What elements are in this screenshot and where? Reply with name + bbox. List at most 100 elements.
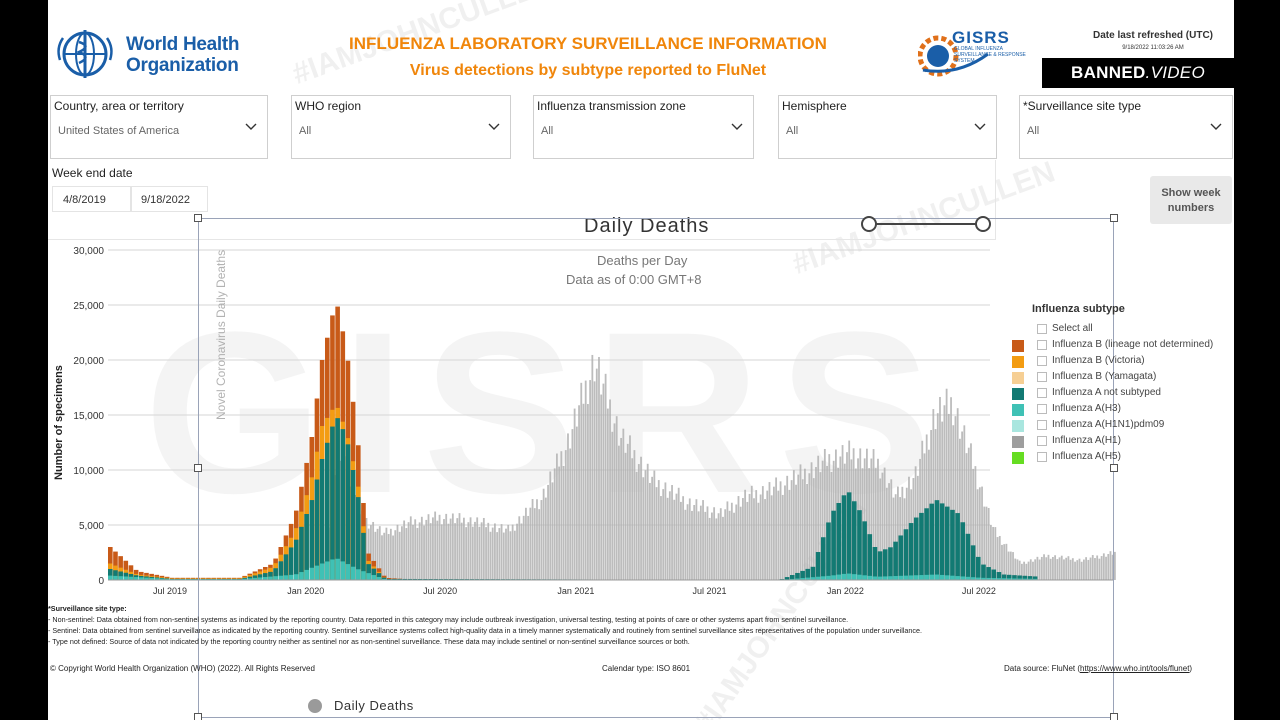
daily-death-bar [649,482,651,580]
daily-death-bar [990,524,992,580]
daily-death-bar [536,499,538,580]
daily-death-bar [987,507,990,580]
range-slider-start-handle[interactable] [861,216,877,232]
subtype-bar-a_not_subtyped [335,418,340,580]
daily-death-bar [474,521,476,580]
overlay-title: Daily Deaths [584,215,710,237]
legend-checkbox[interactable] [1037,324,1047,334]
legend-checkbox[interactable] [1037,356,1047,366]
chevron-down-icon[interactable] [1210,122,1222,132]
subtype-bar-a_not_subtyped [366,564,371,580]
subtype-bar-a_not_subtyped [882,549,888,580]
subtype-bar-a_not_subtyped [981,564,986,580]
chevron-down-icon[interactable] [974,122,986,132]
legend-checkbox[interactable] [1037,388,1047,398]
chevron-down-icon[interactable] [488,122,500,132]
daily-death-bar [1014,558,1017,580]
x-tick-label: Jul 2019 [153,586,187,596]
subtype-bar-a_not_subtyped [831,510,836,580]
range-slider-track[interactable] [868,223,984,225]
daily-death-bar [560,451,563,580]
daily-death-bar [491,527,494,580]
daily-death-bar [403,520,406,580]
country-filter[interactable]: Country, area or territory United States… [50,95,268,159]
daily-death-bar [609,399,611,580]
daily-death-bar [549,471,552,580]
subtype-bar-a_not_subtyped [1017,575,1022,580]
chevron-down-icon[interactable] [245,122,257,132]
legend-checkbox[interactable] [1037,404,1047,414]
subtype-bar-a_not_subtyped [361,532,366,580]
daily-death-bar [728,510,731,580]
subtype-bar-a_not_subtyped [1006,574,1012,580]
subtype-bar-a_h3 [841,573,847,580]
legend-checkbox[interactable] [1037,372,1047,382]
daily-death-bar [478,526,481,580]
daily-death-bar [401,526,403,580]
daily-death-bar [531,499,534,580]
transmission-zone-filter[interactable]: Influenza transmission zone All [533,95,754,159]
overlay-subtitle: Deaths per Day [597,253,688,268]
daily-death-bar [516,523,518,580]
daily-death-bar [618,445,620,580]
who-region-filter[interactable]: WHO region All [291,95,511,159]
daily-death-bar [660,496,662,580]
daily-death-bar [806,483,809,580]
daily-death-bar [1040,556,1043,580]
daily-death-bar [885,487,888,580]
legend-label: Influenza A not subtyped [1052,387,1161,398]
flunet-link[interactable]: https://www.who.int/tools/flunet [1080,664,1190,673]
legend-swatch [1012,436,1024,448]
legend-checkbox[interactable] [1037,452,1047,462]
legend-checkbox[interactable] [1037,436,1047,446]
daily-death-bar [489,531,492,580]
subtype-bar-a_h3 [1006,578,1012,580]
surveillance-site-filter[interactable]: *Surveillance site type All [1019,95,1233,159]
daily-death-bar [662,489,665,580]
resize-handle[interactable] [194,464,202,472]
range-slider-end-handle[interactable] [975,216,991,232]
daily-death-bar [389,528,392,580]
daily-death-bar [1047,554,1050,580]
daily-death-bar [469,517,472,580]
subtype-bar-a_h3 [350,566,356,580]
daily-death-bar [792,470,795,580]
subtype-bar-a_h3 [304,569,309,580]
daily-death-bar [1074,561,1076,580]
who-emblem-icon [57,30,113,78]
subtype-bar-a_not_subtyped [123,572,129,580]
daily-death-bar [815,467,817,580]
legend-label: Influenza A(H1N1)pdm09 [1052,419,1165,430]
hemisphere-filter[interactable]: Hemisphere All [778,95,997,159]
subtype-bar-a_h3 [991,578,997,580]
daily-death-bar [872,449,875,580]
resize-handle[interactable] [1110,713,1118,720]
subtype-bar-a_not_subtyped [872,547,878,580]
daily-death-bar [578,405,580,580]
daily-death-bar [398,531,401,580]
resize-handle[interactable] [194,713,202,720]
week-end-input[interactable]: 9/18/2022 [130,186,208,212]
legend-label: Influenza A(H1) [1052,435,1121,446]
resize-handle[interactable] [1110,214,1118,222]
legend-checkbox[interactable] [1037,420,1047,430]
subtype-bar-a_not_subtyped [392,578,397,580]
daily-death-bar [505,528,507,580]
subtype-bar-a_not_subtyped [877,551,883,580]
subtype-bar-a_not_subtyped [950,509,955,580]
daily-death-bar [753,498,755,580]
y-axis-label: Number of specimens [53,365,65,480]
week-start-input[interactable]: 4/8/2019 [52,186,132,212]
subtype-bar-a_h3 [149,577,154,580]
subtype-bar-a_h3 [138,577,144,580]
daily-death-bar [575,426,578,580]
gisrs-name: GISRS [952,28,1010,47]
resize-handle[interactable] [194,214,202,222]
show-week-numbers-button[interactable]: Show week numbers [1150,176,1232,224]
legend-checkbox[interactable] [1037,340,1047,350]
subtype-bar-a_h3 [975,577,981,580]
chevron-down-icon[interactable] [731,122,743,132]
surveillance-notes: *Surveillance site type: - Non-sentinel:… [48,603,1234,647]
subtype-bar-a_h3 [882,576,888,580]
resize-handle[interactable] [1110,464,1118,472]
